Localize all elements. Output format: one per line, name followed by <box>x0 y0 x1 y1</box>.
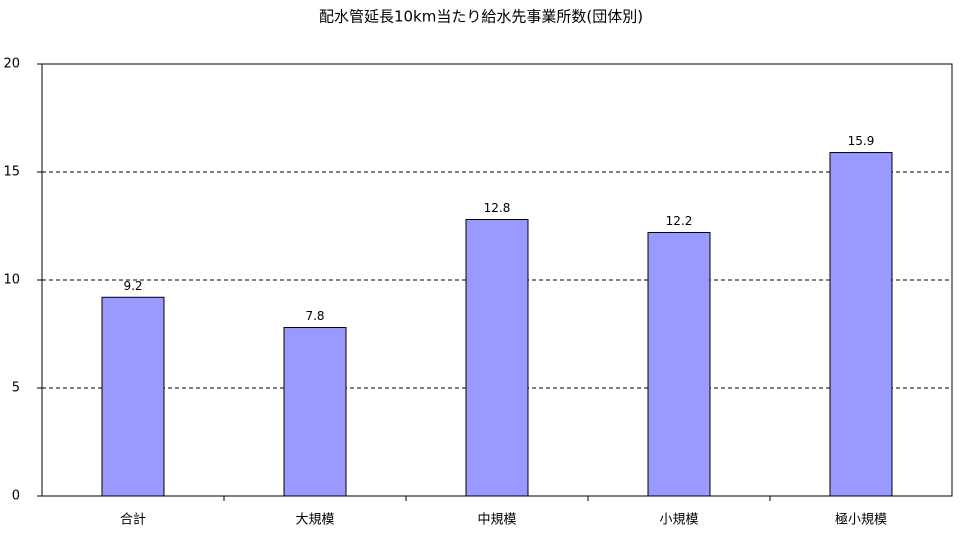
x-tick-label: 大規模 <box>295 513 334 528</box>
y-tick-label: 0 <box>12 489 20 504</box>
y-tick-label: 20 <box>3 57 20 72</box>
x-tick-label: 合計 <box>120 512 146 528</box>
bar <box>283 327 347 497</box>
chart-title: 配水管延長10km当たり給水先事業所数(団体別) <box>319 8 643 26</box>
bar <box>465 219 529 497</box>
value-label: 9.2 <box>123 279 142 293</box>
value-label: 12.8 <box>484 201 511 215</box>
x-tick-label: 小規模 <box>659 513 698 528</box>
y-tick-label: 5 <box>12 381 20 396</box>
x-tick-label: 中規模 <box>477 513 516 528</box>
value-label: 7.8 <box>305 309 324 323</box>
x-tick-label: 極小規模 <box>835 512 887 528</box>
y-tick-label: 15 <box>3 165 20 180</box>
bar <box>101 296 165 497</box>
bar <box>647 231 711 497</box>
y-tick-label: 10 <box>3 273 20 288</box>
value-label: 12.2 <box>666 214 693 228</box>
bar <box>829 152 893 497</box>
value-label: 15.9 <box>848 134 875 148</box>
